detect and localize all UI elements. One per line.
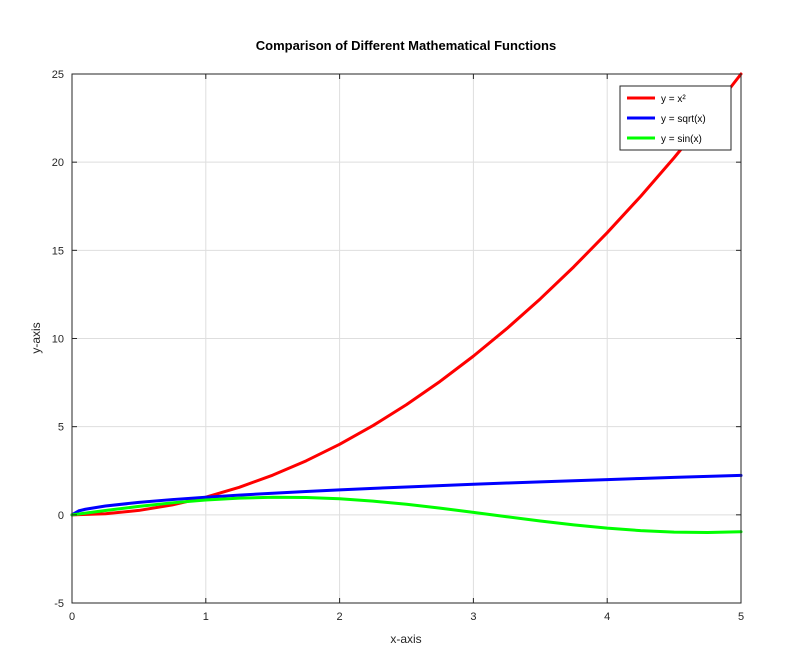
series-line-y-sin-x	[70, 495, 743, 534]
x-tick-label: 5	[738, 611, 744, 623]
y-tick-label: 15	[52, 245, 64, 257]
x-tick-label: 0	[69, 611, 75, 623]
y-tick-label: 5	[58, 422, 64, 434]
y-axis-title: y-axis	[29, 322, 43, 353]
series-lines	[70, 72, 743, 534]
y-tick-label: 0	[58, 510, 64, 522]
x-tick-label: 4	[604, 611, 610, 623]
series-line-y-sqrt-x	[70, 473, 743, 517]
y-tick-label: -5	[54, 598, 64, 610]
x-axis-title: x-axis	[390, 632, 421, 646]
chart-title: Comparison of Different Mathematical Fun…	[256, 38, 556, 53]
grid-lines	[71, 73, 742, 604]
legend: y = x² y = sqrt(x) y = sin(x)	[619, 85, 732, 151]
y-tick-label: 20	[52, 157, 64, 169]
legend-label: y = sin(x)	[661, 134, 702, 145]
y-tick-label: 25	[52, 69, 64, 81]
legend-label: y = x²	[661, 94, 686, 105]
legend-label: y = sqrt(x)	[661, 114, 706, 125]
x-tick-label: 1	[203, 611, 209, 623]
x-tick-label: 3	[470, 611, 476, 623]
axis-ticks: 0 1 2 3 4 5 -5 0 5 10 15 20 25	[52, 69, 744, 623]
y-tick-label: 10	[52, 334, 64, 346]
x-tick-label: 2	[337, 611, 343, 623]
